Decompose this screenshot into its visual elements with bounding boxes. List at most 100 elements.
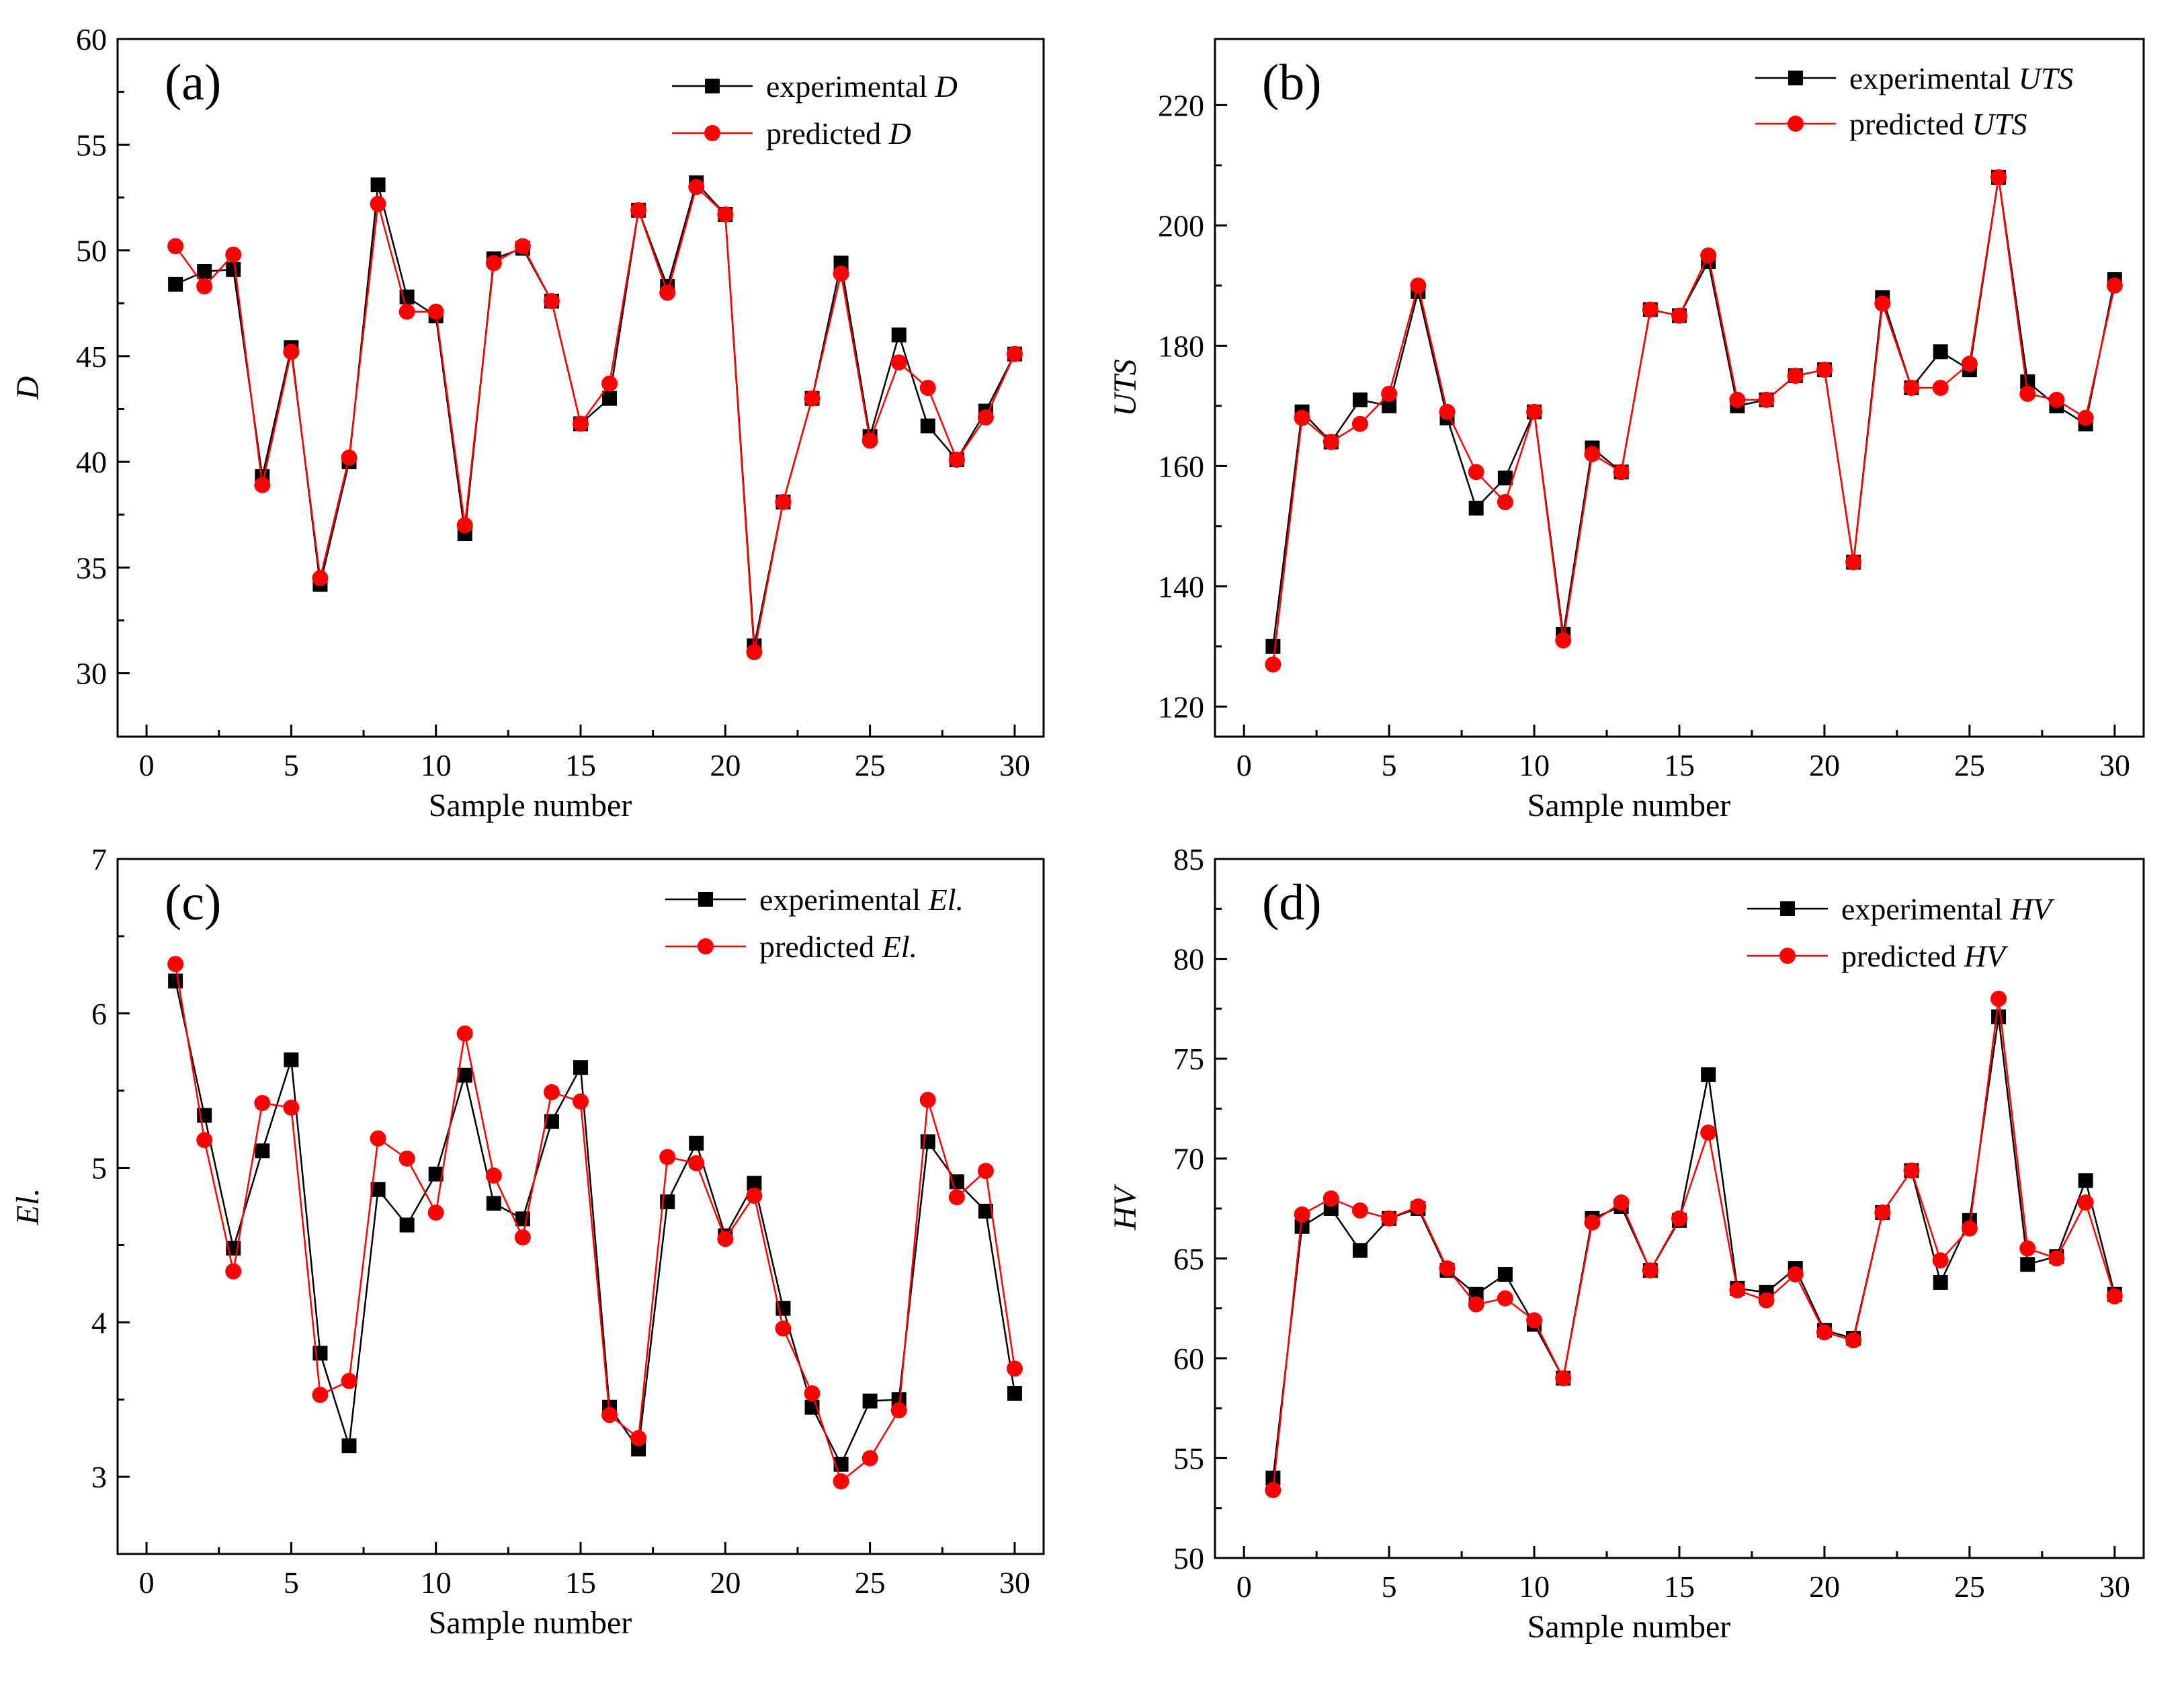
data-point-circle [688,179,705,196]
y-tick-label: 200 [1158,208,1204,243]
data-point-circle [1265,656,1282,673]
data-point-circle [1006,345,1023,362]
x-tick-label: 15 [1664,748,1695,782]
data-point-circle [543,293,560,310]
data-point-circle [1555,632,1572,649]
legend-label-symbol: D [935,69,958,104]
x-tick-label: 20 [710,1565,741,1600]
panel-label: (a) [165,54,221,111]
data-point-circle [890,354,907,371]
data-point-square [1265,1471,1281,1486]
panel-label: (b) [1262,54,1322,111]
y-tick-label: 140 [1158,569,1204,604]
data-point-circle [1381,385,1398,402]
data-point-square [399,1217,415,1233]
data-point-circle [1932,380,1949,396]
data-point-circle [1351,415,1368,432]
data-point-circle [890,1402,907,1419]
panel-label: (c) [165,874,221,931]
legend-label-name: experimental [759,883,929,917]
data-point-circle [1294,409,1310,426]
data-point-circle [167,238,184,255]
data-point-circle [1845,1332,1862,1349]
y-axis-title: HV [1107,1184,1143,1231]
panel-d: 0 5 10 15 20 25 30 50 55 60 65 70 75 80 85 Sample numbe… [1107,842,2145,1645]
y-tick-label: 45 [76,339,107,374]
x-tick-label: 10 [1519,748,1550,782]
data-point-circle [746,644,763,661]
series-experimental [1265,1009,2122,1486]
data-point-circle [1961,1220,1978,1237]
y-tick-label: 35 [76,550,107,585]
data-point-circle [1787,368,1804,384]
data-point-square [544,1114,559,1129]
data-point-circle [1526,1312,1543,1329]
data-point-circle [1439,1260,1456,1277]
panel-label: (d) [1262,874,1322,931]
y-tick-label: 5 [91,1151,107,1186]
data-point-square [573,1060,588,1075]
data-point-circle [398,1150,415,1167]
data-point-square [1352,1243,1368,1258]
data-point-circle [1758,391,1775,408]
x-tick-label: 5 [1382,1569,1397,1604]
x-tick-label: 30 [2099,1569,2130,1604]
data-point-circle [1613,1194,1630,1211]
data-point-circle [948,451,965,468]
data-point-circle [543,1083,560,1100]
legend-label: experimental HV [1841,892,2055,926]
series-line [174,981,1016,1467]
data-point-square [226,261,241,277]
x-tick-label: 0 [139,1565,155,1600]
data-point-circle [833,265,849,282]
legend-label-name: predicted [1841,939,1964,973]
x-tick-label: 0 [139,748,155,782]
data-point-circle [370,196,386,212]
x-tick-label: 15 [565,748,596,782]
panel-a: 0 5 10 15 20 25 30 30 35 40 45 50 55 60 Sample number D… [10,22,1045,823]
legend-label-name: predicted [1849,107,1972,141]
data-point-circle [1816,362,1833,378]
data-point-circle [456,517,473,534]
legend-marker-square [705,79,720,93]
data-point-circle [977,409,994,426]
data-point-circle [1613,464,1630,481]
x-axis-title: Sample number [429,1605,632,1641]
series-predicted [1265,169,2123,673]
data-point-square [370,1182,386,1197]
x-tick-label: 15 [565,1565,596,1600]
data-point-circle [225,246,242,263]
series-line [1272,998,2116,1491]
data-point-circle [1642,1262,1658,1279]
x-tick-label: 25 [855,1565,886,1600]
data-point-circle [254,1095,271,1112]
y-axis-title: D [10,376,46,401]
data-point-circle [1961,356,1978,372]
data-point-circle [1439,403,1456,420]
data-point-circle [1787,1266,1804,1283]
y-tick-label: 30 [76,657,107,691]
data-point-square [1382,398,1397,413]
x-tick-label: 10 [421,1565,452,1600]
legend-label: experimental El. [759,883,964,917]
y-tick-label: 60 [1173,1342,1204,1376]
y-tick-label: 7 [91,842,107,876]
data-point-circle [1584,446,1601,462]
series-line [175,185,1016,653]
x-axis-title: Sample number [429,788,632,823]
data-point-circle [1758,1292,1775,1309]
x-tick-label: 15 [1664,1569,1695,1604]
data-point-square [1991,1009,2007,1024]
x-tick-label: 30 [2099,748,2130,782]
data-point-circle [833,1473,849,1490]
data-point-square [168,276,183,292]
data-point-circle [1497,1290,1513,1307]
legend-label: predicted HV [1841,939,2009,973]
plot-frame [1214,38,2145,738]
series-experimental [1265,169,2122,654]
y-tick-label: 4 [91,1305,107,1340]
data-point-circle [1642,301,1658,318]
legend: experimental El.predicted El. [665,883,964,964]
legend-label-symbol: UTS [1972,107,2027,141]
data-point-circle [804,1385,821,1402]
